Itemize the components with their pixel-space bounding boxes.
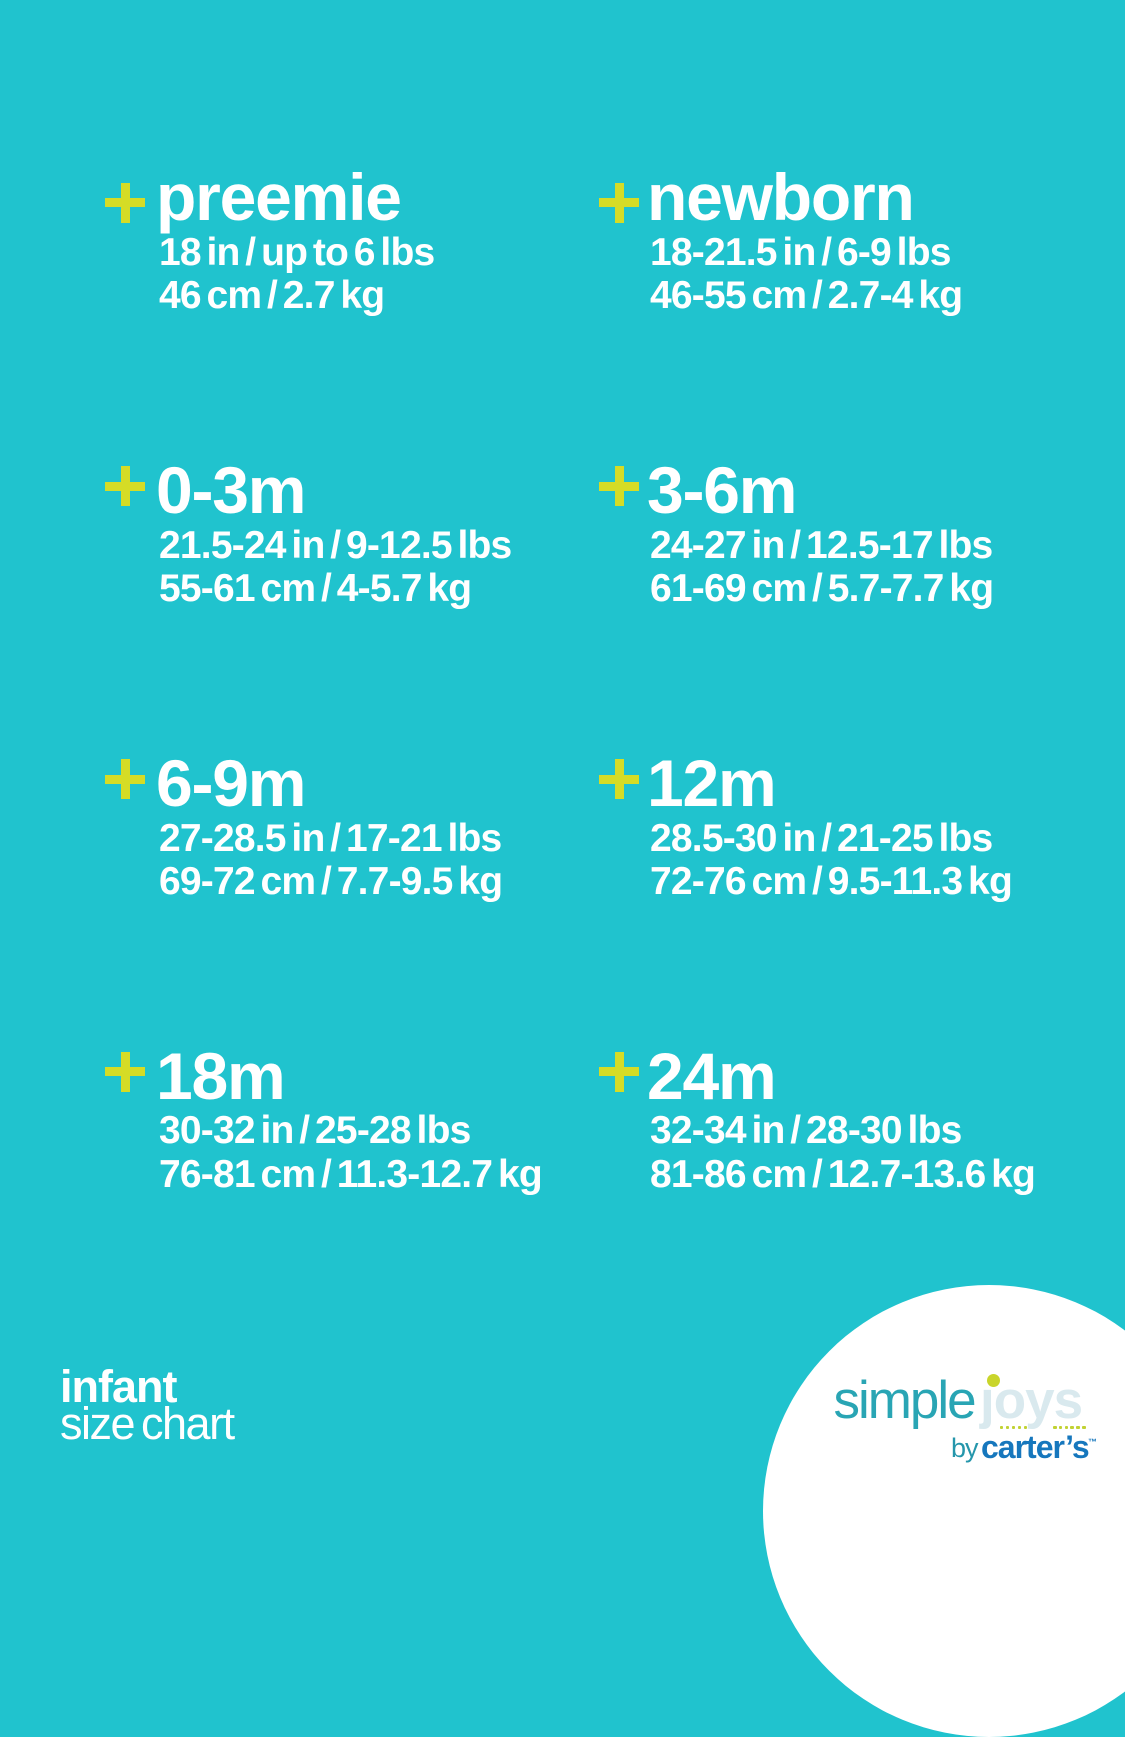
size-cell-12m: 12m 28.5-30 in / 21-25 lbs 72-76 cm / 9.… [599, 746, 1120, 970]
size-imperial: 18-21.5 in / 6-9 lbs [650, 230, 951, 274]
plus-icon [599, 1051, 639, 1092]
size-name: 24m [647, 1038, 777, 1113]
logo-carters-text: carter’s [981, 1428, 1090, 1465]
trademark-symbol: ™ [1088, 1436, 1097, 1447]
size-name: 6-9m [156, 746, 306, 820]
plus-icon [599, 182, 639, 223]
size-imperial: 18 in / up to 6 lbs [159, 230, 435, 274]
size-name: newborn [647, 160, 915, 234]
size-cell-3-6m: 3-6m 24-27 in / 12.5-17 lbs 61-69 cm / 5… [599, 453, 1120, 677]
size-metric: 46 cm / 2.7 kg [159, 274, 385, 318]
size-imperial: 28.5-30 in / 21-25 lbs [650, 816, 993, 860]
logo-dotted-underline-left [999, 1425, 1028, 1430]
size-metric: 76-81 cm / 11.3-12.7 kg [159, 1152, 543, 1196]
size-name: preemie [156, 160, 402, 234]
size-name: 3-6m [647, 453, 797, 527]
size-cell-preemie: preemie 18 in / up to 6 lbs 46 cm / 2.7 … [105, 160, 629, 384]
size-imperial: 32-34 in / 28-30 lbs [650, 1109, 962, 1153]
size-name: 18m [156, 1038, 286, 1113]
plus-icon [105, 466, 145, 507]
size-cell-0-3m: 0-3m 21.5-24 in / 9-12.5 lbs 55-61 cm / … [105, 453, 629, 677]
logo-j-dot-icon [987, 1374, 1000, 1387]
size-cell-newborn: newborn 18-21.5 in / 6-9 lbs 46-55 cm / … [599, 160, 1120, 384]
size-metric: 55-61 cm / 4-5.7 kg [159, 567, 472, 611]
size-metric: 61-69 cm / 5.7-7.7 kg [650, 567, 994, 611]
size-name: 0-3m [156, 453, 306, 527]
size-cell-18m: 18m 30-32 in / 25-28 lbs 76-81 cm / 11.3… [105, 1038, 629, 1263]
chart-category-label: infant [60, 1360, 177, 1412]
size-cell-24m: 24m 32-34 in / 28-30 lbs 81-86 cm / 12.7… [599, 1038, 1120, 1263]
plus-icon [105, 182, 145, 223]
size-imperial: 21.5-24 in / 9-12.5 lbs [159, 523, 512, 567]
logo-dotted-underline-right [1053, 1425, 1086, 1430]
size-metric: 72-76 cm / 9.5-11.3 kg [650, 860, 1013, 904]
size-name: 12m [647, 746, 777, 820]
size-imperial: 24-27 in / 12.5-17 lbs [650, 523, 993, 567]
size-metric: 69-72 cm / 7.7-9.5 kg [159, 860, 503, 904]
chart-type-label: size chart [60, 1397, 235, 1449]
plus-icon [599, 759, 639, 800]
brand-logo-circle [763, 1284, 1125, 1737]
size-imperial: 30-32 in / 25-28 lbs [159, 1109, 471, 1153]
plus-icon [105, 1051, 145, 1092]
logo-simple-text: simple [833, 1371, 977, 1431]
plus-icon [599, 466, 639, 507]
size-chart-page: preemie 18 in / up to 6 lbs 46 cm / 2.7 … [60, 160, 1125, 1737]
size-metric: 81-86 cm / 12.7-13.6 kg [650, 1152, 1036, 1196]
plus-icon [105, 759, 145, 800]
size-metric: 46-55 cm / 2.7-4 kg [650, 274, 963, 318]
logo-by-text: by [951, 1432, 979, 1463]
size-cell-6-9m: 6-9m 27-28.5 in / 17-21 lbs 69-72 cm / 7… [105, 746, 629, 970]
size-imperial: 27-28.5 in / 17-21 lbs [159, 816, 502, 860]
